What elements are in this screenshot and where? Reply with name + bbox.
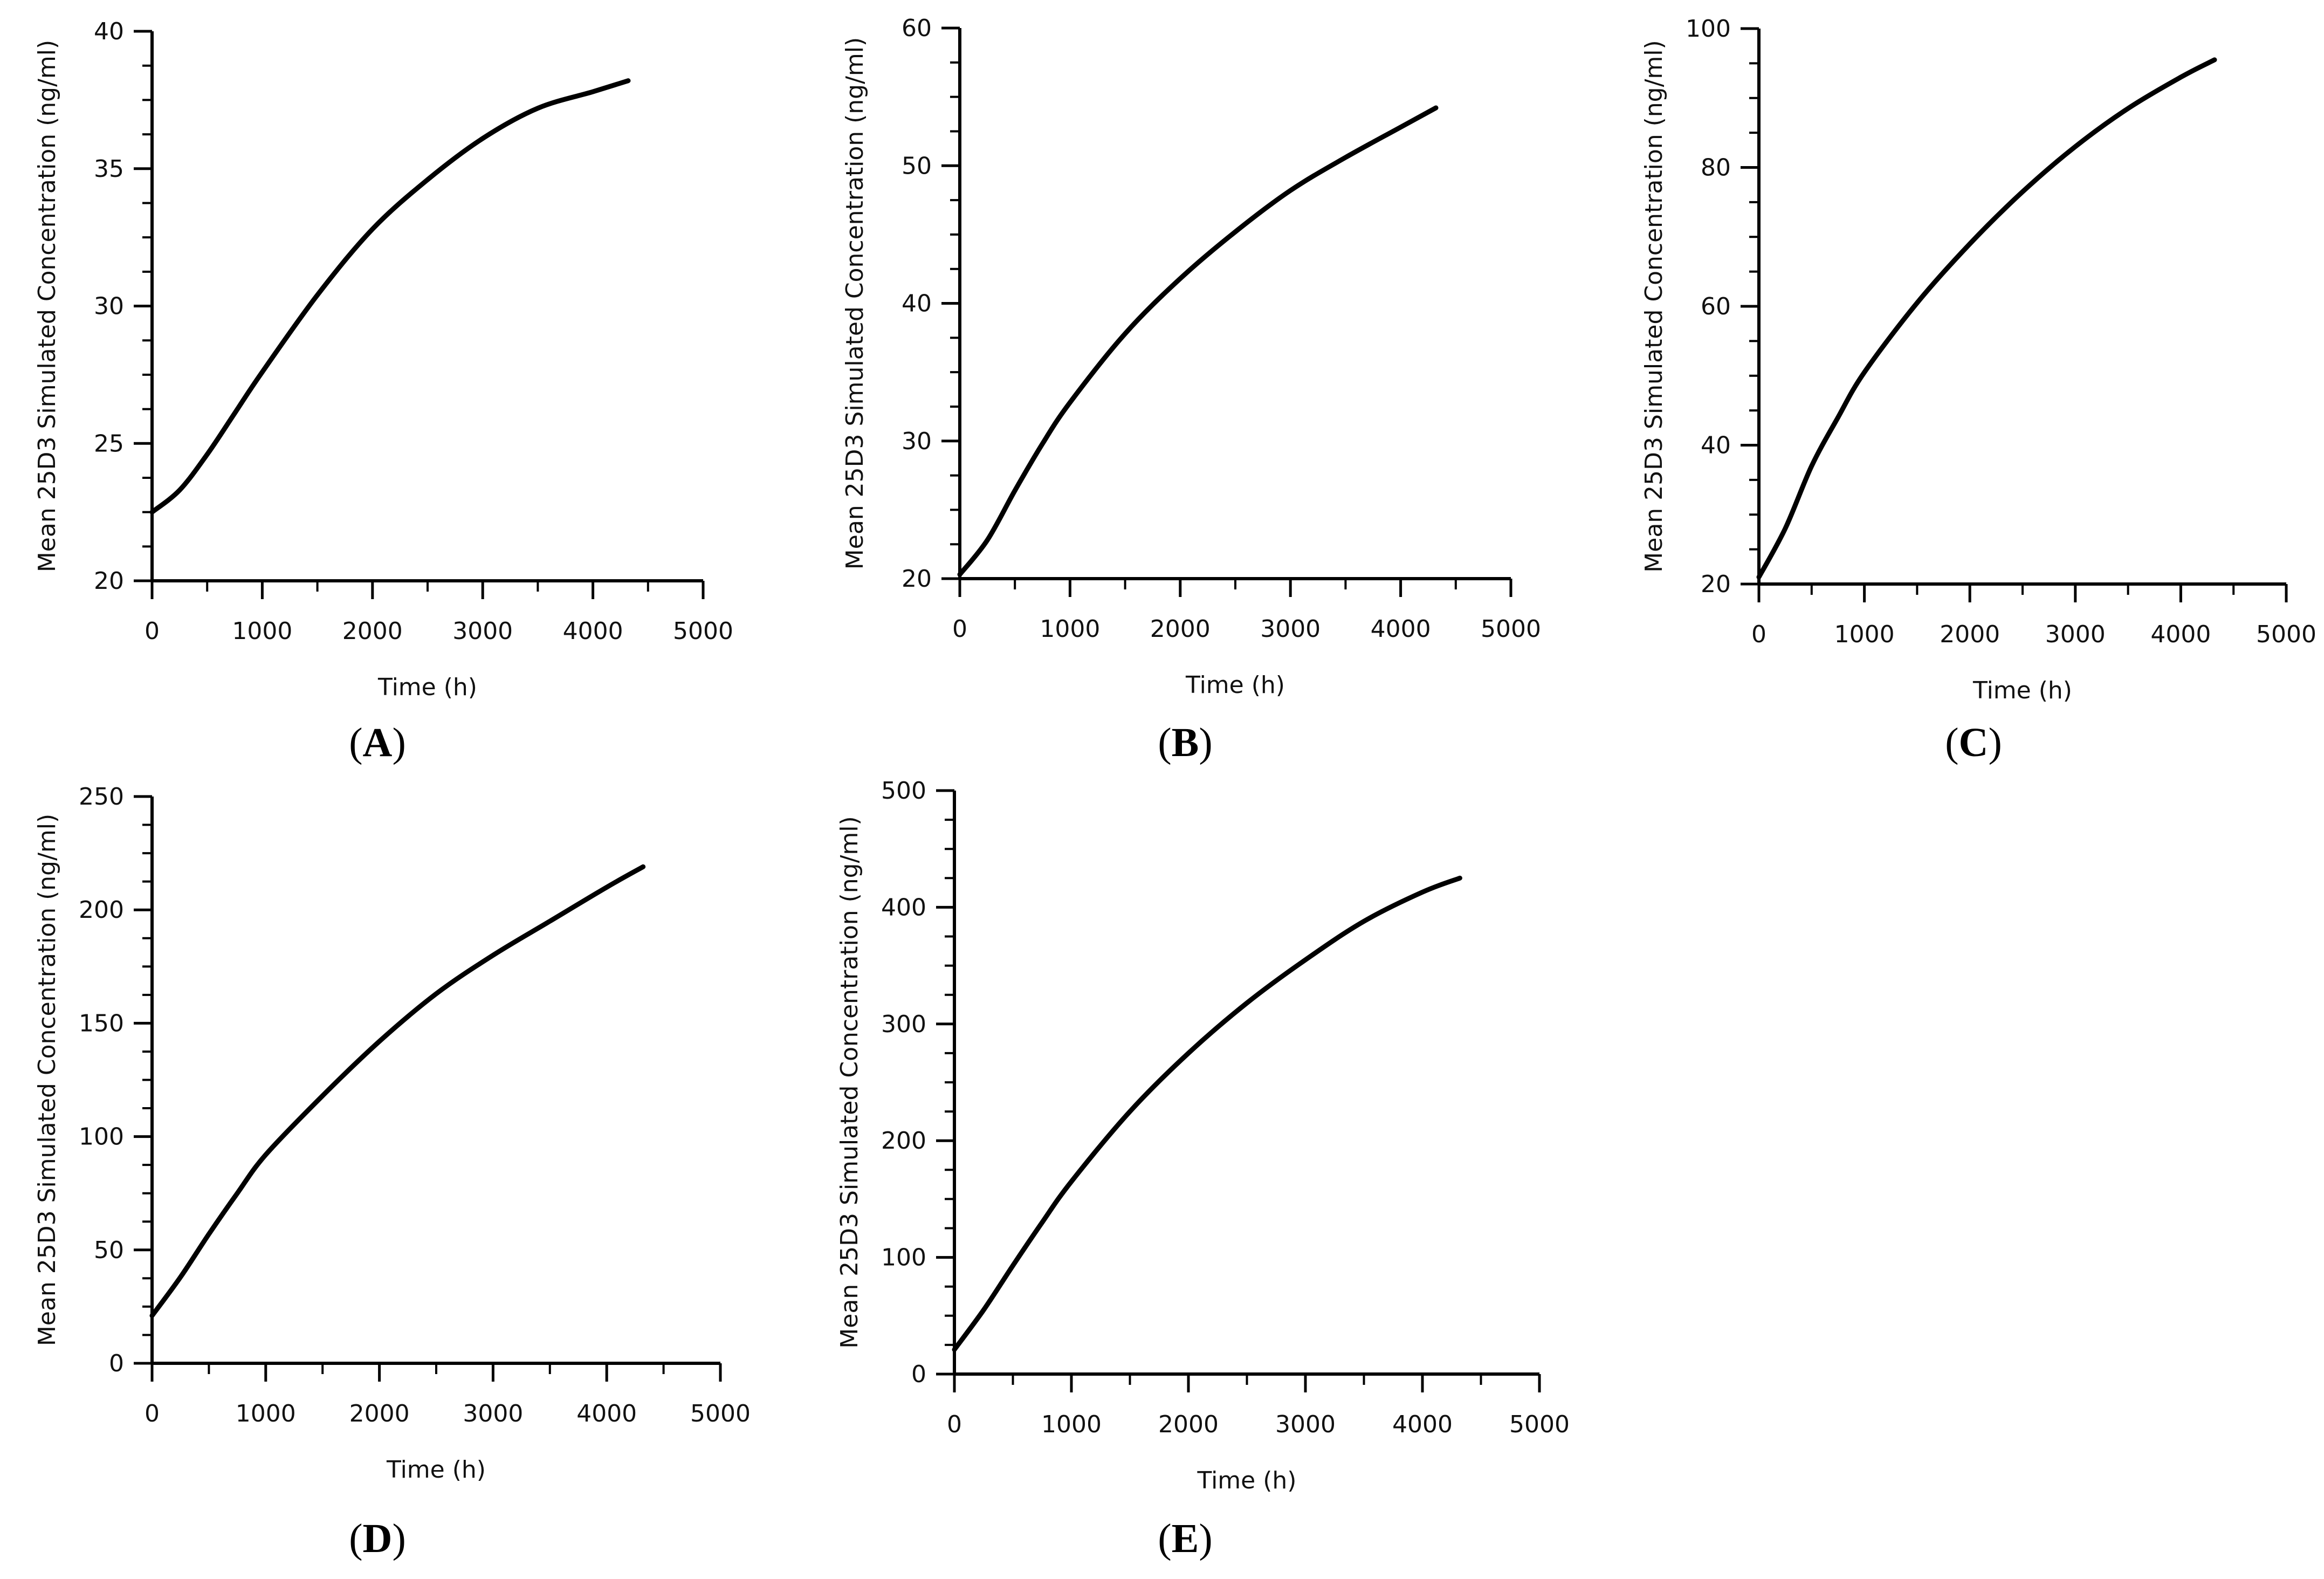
y-tick-label: 200 — [79, 896, 124, 924]
y-tick-label: 40 — [94, 18, 124, 45]
y-tick-label: 500 — [881, 777, 926, 805]
series-line — [149, 864, 646, 1319]
x-tick-label: 1000 — [1834, 621, 1895, 648]
y-tick-label: 50 — [94, 1237, 124, 1264]
x-tick-label: 3000 — [1275, 1411, 1336, 1438]
x-tick-label: 1000 — [1041, 1411, 1102, 1438]
x-tick-label: 5000 — [690, 1400, 751, 1427]
y-axis-title: Mean 25D3 Simulated Concentration (ng/ml… — [836, 816, 863, 1348]
panel-letter: A — [363, 720, 393, 765]
x-tick-label: 4000 — [576, 1400, 637, 1427]
y-axis-title: Mean 25D3 Simulated Concentration (ng/ml… — [33, 40, 61, 572]
y-tick-label: 250 — [79, 783, 124, 811]
panel-label: (C) — [1945, 720, 2002, 765]
x-tick-label: 3000 — [1260, 615, 1321, 643]
x-tick-label: 5000 — [2256, 621, 2316, 648]
x-tick-label: 1000 — [232, 617, 292, 645]
x-axis-title: Time (h) — [377, 674, 477, 701]
x-tick-label: 5000 — [1509, 1411, 1570, 1438]
y-tick-label: 60 — [902, 15, 932, 42]
x-axis-title: Time (h) — [386, 1456, 486, 1484]
y-tick-label: 30 — [94, 293, 124, 320]
series-line — [149, 78, 631, 515]
y-tick-label: 0 — [109, 1350, 124, 1377]
x-tick-label: 4000 — [1371, 615, 1431, 643]
x-tick-label: 3000 — [452, 617, 513, 645]
y-tick-label: 20 — [902, 565, 932, 593]
y-tick-label: 60 — [1701, 293, 1731, 320]
panel-d: 0 50 100 150 200 250 0 1000 2000 3000 4000 5000 Time… — [33, 783, 751, 1561]
x-tick-label: 3000 — [463, 1400, 523, 1427]
y-tick-label: 35 — [94, 155, 124, 183]
x-tick-label: 4000 — [2150, 621, 2211, 648]
x-axis-title: Time (h) — [1185, 671, 1285, 699]
y-axis-title: Mean 25D3 Simulated Concentration (ng/ml… — [1640, 40, 1668, 572]
x-tick-label: 1000 — [1040, 615, 1100, 643]
x-tick-label: 2000 — [1940, 621, 2000, 648]
panel-b: 20 30 40 50 60 0 1000 2000 3000 4000 5000 Time (h) M… — [841, 15, 1541, 765]
panel-letter: C — [1959, 720, 1989, 765]
panel-label: (A) — [349, 720, 406, 765]
y-axis-title: Mean 25D3 Simulated Concentration (ng/ml… — [841, 37, 869, 569]
x-tick-label: 0 — [145, 617, 160, 645]
x-tick-label: 3000 — [2045, 621, 2106, 648]
x-tick-label: 5000 — [673, 617, 733, 645]
y-tick-label: 80 — [1701, 154, 1731, 182]
x-tick-label: 4000 — [563, 617, 623, 645]
x-axis-title: Time (h) — [1197, 1467, 1297, 1494]
x-tick-label: 0 — [145, 1400, 160, 1427]
x-tick-label: 0 — [947, 1411, 962, 1438]
y-tick-label: 20 — [94, 567, 124, 595]
y-tick-label: 400 — [881, 894, 926, 921]
x-tick-label: 0 — [952, 615, 967, 643]
panel-letter: D — [363, 1516, 393, 1561]
panel-letter: E — [1172, 1516, 1199, 1561]
x-tick-label: 4000 — [1392, 1411, 1453, 1438]
x-tick-label: 2000 — [342, 617, 403, 645]
y-tick-label: 100 — [1686, 15, 1731, 43]
x-tick-label: 2000 — [349, 1400, 410, 1427]
y-tick-label: 50 — [902, 152, 932, 180]
panel-label: (B) — [1158, 720, 1212, 765]
series-line — [1756, 57, 2217, 580]
x-axis-title: Time (h) — [1972, 677, 2072, 704]
panel-label: (D) — [349, 1516, 406, 1561]
x-tick-label: 1000 — [236, 1400, 296, 1427]
panel-label: (E) — [1158, 1516, 1212, 1561]
y-tick-label: 30 — [902, 428, 932, 455]
x-tick-label: 2000 — [1150, 615, 1211, 643]
y-tick-label: 200 — [881, 1127, 926, 1155]
y-tick-label: 40 — [1701, 432, 1731, 459]
y-tick-label: 0 — [911, 1361, 926, 1388]
x-tick-label: 0 — [1751, 621, 1766, 648]
y-axis-title: Mean 25D3 Simulated Concentration (ng/ml… — [33, 814, 61, 1346]
y-tick-label: 25 — [94, 430, 124, 457]
y-tick-label: 100 — [881, 1244, 926, 1272]
y-tick-label: 40 — [902, 290, 932, 318]
x-tick-label: 2000 — [1158, 1411, 1219, 1438]
y-tick-label: 100 — [79, 1123, 124, 1151]
series-line — [952, 875, 1462, 1353]
y-tick-label: 300 — [881, 1011, 926, 1038]
y-tick-label: 150 — [79, 1010, 124, 1037]
x-tick-label: 5000 — [1481, 615, 1541, 643]
panel-a: 20 25 30 35 40 0 1000 2000 3000 4000 5000 Time (h) M… — [33, 18, 733, 765]
y-tick-label: 20 — [1701, 571, 1731, 598]
panel-letter: B — [1172, 720, 1199, 765]
series-line — [957, 105, 1439, 577]
